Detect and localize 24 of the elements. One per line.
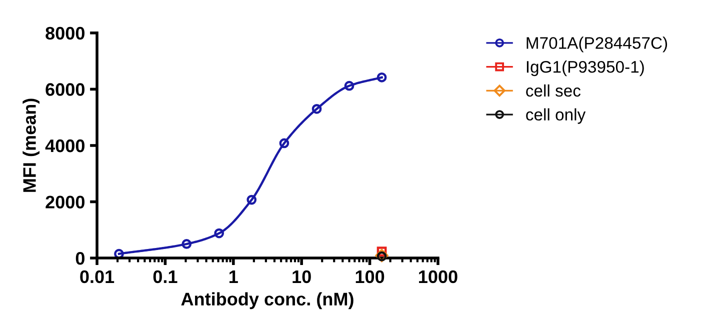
x-tick-label: 10	[292, 270, 311, 284]
x-tick-label: 1000	[419, 270, 458, 284]
y-tick-label: 6000	[46, 83, 84, 96]
y-tick-label: 0	[76, 252, 84, 265]
legend-label: M701A(P284457C)	[526, 36, 668, 52]
y-axis-title: MFI (mean)	[22, 98, 40, 192]
y-tick-label: 8000	[46, 26, 84, 40]
point	[312, 104, 322, 114]
point	[279, 138, 290, 148]
x-tick-label: 0.1	[153, 270, 178, 284]
point	[246, 194, 257, 205]
x-tick-label: 100	[356, 270, 384, 284]
legend-label: IgG1(P93950-1)	[526, 60, 644, 76]
legend-label: cell only	[526, 108, 586, 124]
point	[182, 239, 192, 249]
point	[344, 80, 354, 91]
y-tick-label: 4000	[45, 139, 84, 152]
x-axis-title: Antibody conc. (nM)	[181, 292, 354, 310]
x-tick-label: 1	[230, 270, 238, 283]
y-tick-label: 2000	[46, 196, 84, 208]
x-tick-label: 0.01	[80, 270, 114, 284]
legend-label: cell sec	[526, 84, 581, 97]
point	[376, 72, 387, 82]
point	[214, 228, 224, 238]
